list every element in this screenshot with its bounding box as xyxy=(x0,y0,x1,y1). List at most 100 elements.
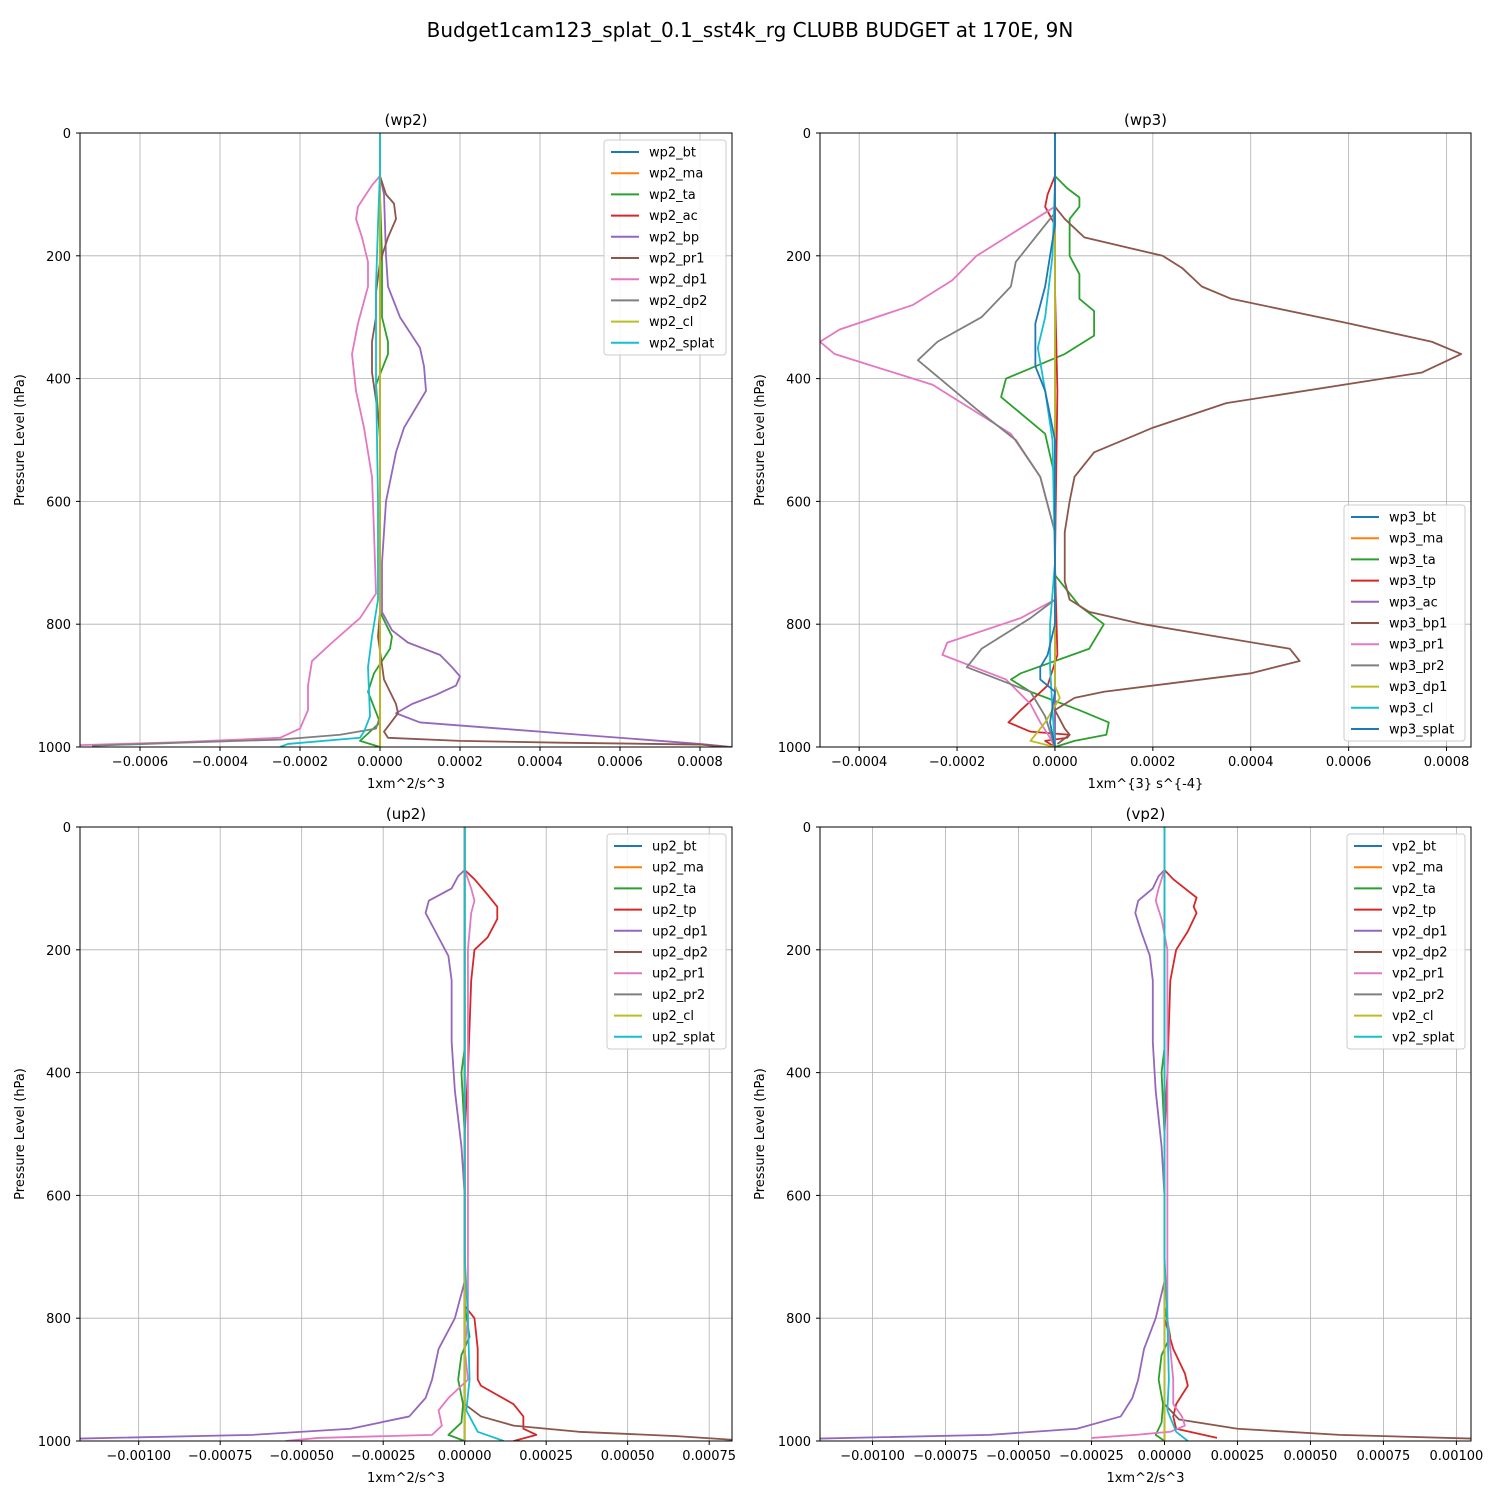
series-line-wp2_dp1 xyxy=(80,133,381,747)
legend-label-up2_pr2: up2_pr2 xyxy=(652,988,705,1003)
x-tick-label-1-3: 0.0002 xyxy=(1130,755,1176,770)
y-tick-label-0-2: 400 xyxy=(46,373,71,388)
legend-label-up2_bt: up2_bt xyxy=(652,840,697,855)
series-group-1 xyxy=(820,133,1463,747)
x-axis-label-3: 1xm^2/s^3 xyxy=(1106,1471,1184,1486)
y-tick-label-0-5: 1000 xyxy=(38,741,71,756)
x-tick-label-2-0: −0.00100 xyxy=(106,1449,171,1464)
y-tick-label-1-2: 400 xyxy=(786,373,811,388)
axes-frame-1 xyxy=(819,132,1472,748)
x-tick-label-0-5: 0.0004 xyxy=(517,755,563,770)
x-tick-label-2-3: −0.00025 xyxy=(351,1449,416,1464)
legend-1: wp3_bt wp3_ma wp3_ta wp3_tp wp3_ac wp3_bp1 wp3… xyxy=(1343,504,1466,742)
series-line-wp3_pr1 xyxy=(820,133,1056,747)
legend-label-wp3_pr1: wp3_pr1 xyxy=(1389,638,1445,653)
y-tick-label-2-1: 200 xyxy=(46,944,71,959)
y-tick-label-1-3: 600 xyxy=(786,495,811,510)
y-tick-label-2-0: 0 xyxy=(63,821,71,836)
axes-frame-2 xyxy=(79,826,733,1442)
legend-label-vp2_dp1: vp2_dp1 xyxy=(1392,924,1448,939)
x-tick-label-2-1: −0.00075 xyxy=(188,1449,253,1464)
legend-label-wp3_pr2: wp3_pr2 xyxy=(1389,659,1445,674)
x-axis-label-1: 1xm^{3} s^{-4} xyxy=(1088,777,1204,792)
y-tick-label-3-0: 0 xyxy=(803,821,811,836)
x-tick-label-0-7: 0.0008 xyxy=(677,755,723,770)
x-tick-label-3-0: −0.00100 xyxy=(840,1449,905,1464)
legend-label-wp3_ta: wp3_ta xyxy=(1389,553,1436,568)
panel-2: −0.00100 −0.00075 −0.00050 −0.00025 0.00000 0… xyxy=(13,805,736,1486)
y-tick-label-1-0: 0 xyxy=(803,127,811,142)
legend-3: vp2_bt vp2_ma vp2_ta vp2_tp vp2_dp1 vp2_dp2vp… xyxy=(1346,833,1466,1050)
x-tick-label-3-1: −0.00075 xyxy=(913,1449,978,1464)
legend-label-wp3_dp1: wp3_dp1 xyxy=(1389,680,1447,695)
y-tick-label-1-5: 1000 xyxy=(778,741,811,756)
y-axis-label-0: Pressure Level (hPa) xyxy=(13,374,28,506)
legend-label-wp2_dp1: wp2_dp1 xyxy=(649,273,707,288)
series-group-2 xyxy=(80,827,732,1441)
y-tick-label-2-5: 1000 xyxy=(38,1435,71,1450)
x-tick-label-0-4: 0.0002 xyxy=(437,755,483,770)
legend-label-up2_cl: up2_cl xyxy=(652,1009,694,1024)
x-tick-label-0-1: −0.0004 xyxy=(192,755,248,770)
x-tick-label-2-6: 0.00050 xyxy=(601,1449,655,1464)
legend-label-wp2_ta: wp2_ta xyxy=(649,188,696,203)
x-tick-label-2-2: −0.00050 xyxy=(269,1449,334,1464)
legend-label-up2_pr1: up2_pr1 xyxy=(652,967,705,982)
y-tick-label-3-5: 1000 xyxy=(778,1435,811,1450)
legend-label-wp2_splat: wp2_splat xyxy=(649,336,714,351)
y-tick-label-3-2: 400 xyxy=(786,1067,811,1082)
x-tick-label-1-1: −0.0002 xyxy=(929,755,985,770)
x-tick-label-0-3: 0.0000 xyxy=(357,755,403,770)
x-tick-label-1-4: 0.0004 xyxy=(1228,755,1274,770)
axes-frame-0 xyxy=(79,132,733,748)
series-line-vp2_dp1 xyxy=(820,827,1166,1440)
series-line-wp2_bp xyxy=(379,133,732,747)
legend-label-vp2_splat: vp2_splat xyxy=(1392,1030,1454,1045)
y-tick-label-0-3: 600 xyxy=(46,495,71,510)
legend-label-up2_splat: up2_splat xyxy=(652,1030,715,1045)
legend-label-vp2_cl: vp2_cl xyxy=(1392,1009,1433,1024)
y-tick-label-1-1: 200 xyxy=(786,250,811,265)
x-tick-label-3-4: 0.00000 xyxy=(1138,1449,1192,1464)
y-tick-label-2-2: 400 xyxy=(46,1067,71,1082)
y-tick-label-2-3: 600 xyxy=(46,1189,71,1204)
y-tick-label-3-4: 800 xyxy=(786,1312,811,1327)
legend-label-vp2_ma: vp2_ma xyxy=(1392,861,1443,876)
series-line-up2_splat xyxy=(463,827,505,1441)
series-line-vp2_pr1 xyxy=(1091,827,1186,1439)
panel-1: −0.0004 −0.0002 0.0000 0.0002 0.0004 0.0006 0.… xyxy=(753,111,1472,792)
series-line-wp3_splat xyxy=(1034,133,1056,747)
legend-label-vp2_ta: vp2_ta xyxy=(1392,882,1436,897)
series-line-vp2_tp xyxy=(1163,827,1218,1439)
legend-label-up2_ma: up2_ma xyxy=(652,861,704,876)
x-tick-label-3-7: 0.00075 xyxy=(1357,1449,1411,1464)
y-tick-label-2-4: 800 xyxy=(46,1312,71,1327)
axes-frame-3 xyxy=(819,826,1472,1442)
panel-title-0: (wp2) xyxy=(384,111,427,129)
series-line-wp3_dp1 xyxy=(1029,133,1061,747)
y-tick-label-3-1: 200 xyxy=(786,944,811,959)
legend-label-up2_dp1: up2_dp1 xyxy=(652,924,708,939)
legend-label-wp2_ac: wp2_ac xyxy=(649,209,698,224)
legend-0: wp2_bt wp2_ma wp2_ta wp2_ac wp2_bp wp2_pr1 wp2… xyxy=(603,139,727,356)
series-line-up2_dp1 xyxy=(80,827,466,1440)
legend-label-up2_dp2: up2_dp2 xyxy=(652,946,708,961)
legend-label-vp2_dp2: vp2_dp2 xyxy=(1392,946,1448,961)
panel-title-2: (up2) xyxy=(386,805,426,823)
x-tick-label-2-4: 0.00000 xyxy=(438,1449,492,1464)
x-axis-label-2: 1xm^2/s^3 xyxy=(367,1471,445,1486)
y-axis-label-3: Pressure Level (hPa) xyxy=(753,1068,768,1200)
x-tick-label-0-2: −0.0002 xyxy=(272,755,328,770)
legend-label-vp2_tp: vp2_tp xyxy=(1392,903,1436,918)
series-group-3 xyxy=(820,827,1471,1441)
series-line-vp2_splat xyxy=(1163,827,1189,1441)
figure-suptitle: Budget1cam123_splat_0.1_sst4k_rg CLUBB B… xyxy=(427,18,1074,42)
legend-label-up2_tp: up2_tp xyxy=(652,903,697,918)
series-group-0 xyxy=(80,133,732,747)
panel-title-1: (wp3) xyxy=(1124,111,1167,129)
legend-box-1 xyxy=(1343,504,1466,742)
legend-label-wp3_bp1: wp3_bp1 xyxy=(1389,617,1447,632)
series-line-wp2_splat xyxy=(279,133,381,747)
x-tick-label-3-8: 0.00100 xyxy=(1430,1449,1484,1464)
